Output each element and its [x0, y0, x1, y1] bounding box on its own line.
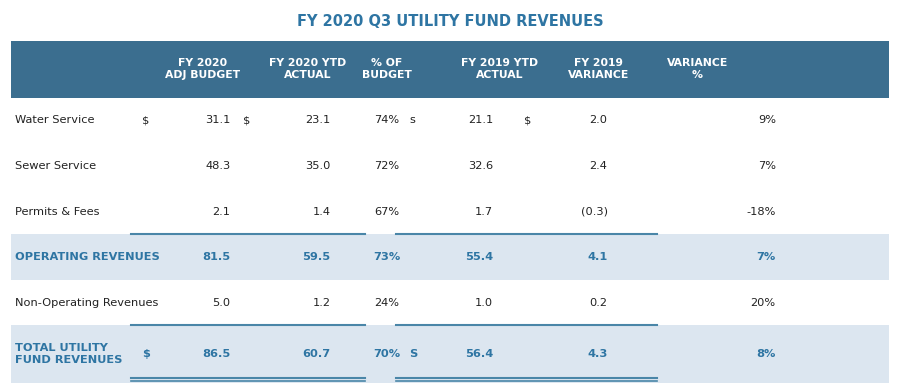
Text: OPERATING REVENUES: OPERATING REVENUES: [15, 252, 160, 262]
Text: 7%: 7%: [758, 161, 776, 171]
Text: S: S: [410, 349, 418, 359]
Text: % OF
BUDGET: % OF BUDGET: [362, 58, 412, 81]
Text: FY 2019
VARIANCE: FY 2019 VARIANCE: [568, 58, 629, 81]
Text: VARIANCE
%: VARIANCE %: [667, 58, 728, 81]
Text: $: $: [243, 115, 250, 125]
Text: 23.1: 23.1: [305, 115, 330, 125]
Text: Non-Operating Revenues: Non-Operating Revenues: [15, 298, 158, 308]
Text: 31.1: 31.1: [205, 115, 230, 125]
Bar: [11, 98, 889, 143]
Text: 4.1: 4.1: [587, 252, 608, 262]
Text: 72%: 72%: [374, 161, 400, 171]
Text: 86.5: 86.5: [202, 349, 230, 359]
Text: 9%: 9%: [758, 115, 776, 125]
Text: FY 2020 Q3 UTILITY FUND REVENUES: FY 2020 Q3 UTILITY FUND REVENUES: [297, 14, 603, 29]
Text: 7%: 7%: [757, 252, 776, 262]
Text: 5.0: 5.0: [212, 298, 230, 308]
Text: 81.5: 81.5: [202, 252, 230, 262]
Text: FY 2020
ADJ BUDGET: FY 2020 ADJ BUDGET: [165, 58, 240, 81]
Text: 8%: 8%: [756, 349, 776, 359]
Text: 56.4: 56.4: [465, 349, 493, 359]
Text: Permits & Fees: Permits & Fees: [15, 207, 100, 217]
Text: 1.0: 1.0: [475, 298, 493, 308]
Bar: [11, 234, 889, 280]
Text: 32.6: 32.6: [468, 161, 493, 171]
Text: FY 2020 YTD
ACTUAL: FY 2020 YTD ACTUAL: [269, 58, 346, 81]
Text: -18%: -18%: [746, 207, 776, 217]
Text: 4.3: 4.3: [587, 349, 608, 359]
Bar: [11, 41, 889, 98]
Text: 59.5: 59.5: [302, 252, 330, 262]
Bar: [11, 325, 889, 383]
Text: s: s: [410, 115, 416, 125]
Text: 1.2: 1.2: [312, 298, 330, 308]
Text: 74%: 74%: [374, 115, 400, 125]
Text: $: $: [142, 115, 149, 125]
Text: 48.3: 48.3: [205, 161, 230, 171]
Bar: [11, 143, 889, 189]
Text: 2.4: 2.4: [590, 161, 608, 171]
Text: 55.4: 55.4: [465, 252, 493, 262]
Text: Water Service: Water Service: [15, 115, 94, 125]
Text: 2.1: 2.1: [212, 207, 230, 217]
Text: 0.2: 0.2: [590, 298, 608, 308]
Text: $: $: [524, 115, 531, 125]
Text: Sewer Service: Sewer Service: [15, 161, 96, 171]
Text: FY 2019 YTD
ACTUAL: FY 2019 YTD ACTUAL: [461, 58, 538, 81]
Bar: [11, 280, 889, 325]
Text: 35.0: 35.0: [305, 161, 330, 171]
Text: 60.7: 60.7: [302, 349, 330, 359]
Text: 67%: 67%: [374, 207, 400, 217]
Text: 70%: 70%: [374, 349, 400, 359]
Bar: [11, 189, 889, 234]
Text: $: $: [142, 349, 150, 359]
Text: 20%: 20%: [751, 298, 776, 308]
Text: (0.3): (0.3): [580, 207, 608, 217]
Text: 24%: 24%: [374, 298, 400, 308]
Text: 1.7: 1.7: [475, 207, 493, 217]
Text: 73%: 73%: [374, 252, 400, 262]
Text: 21.1: 21.1: [468, 115, 493, 125]
Text: 1.4: 1.4: [312, 207, 330, 217]
Text: 2.0: 2.0: [590, 115, 608, 125]
Text: TOTAL UTILITY
FUND REVENUES: TOTAL UTILITY FUND REVENUES: [15, 343, 122, 365]
